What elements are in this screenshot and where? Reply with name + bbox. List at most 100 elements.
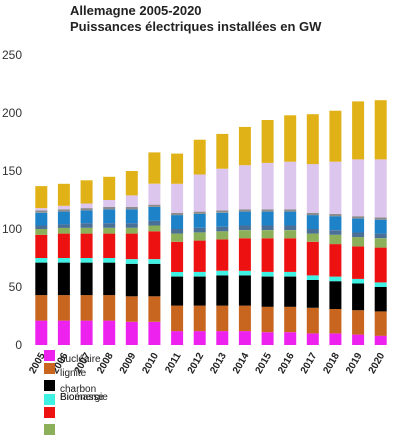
bar-segment-2012-0 [193,331,206,345]
bar-segment-2019-9 [352,159,365,217]
bar-segment-2020-2 [374,287,387,312]
bar-segment-2006-7 [57,211,70,225]
bar-segment-2010-3 [148,259,161,264]
bar-segment-2013-9 [216,168,229,211]
bar-segment-2005-1 [35,295,48,321]
bar-segment-2005-5 [35,229,48,235]
bar-segment-2020-9 [374,159,387,218]
bar-segment-2011-5 [171,233,184,242]
bar-segment-2019-4 [352,246,365,279]
bar-segment-2007-7 [80,210,93,224]
x-tick-label: 2017 [299,351,320,376]
bar-segment-2018-6 [329,230,342,235]
bar-segment-2011-0 [171,331,184,345]
bar-segment-2005-9 [35,208,48,211]
bar-segment-2014-2 [238,275,251,306]
bar-segment-2011-8 [171,212,184,216]
bar-segment-2016-6 [284,225,297,231]
bar-segment-2014-0 [238,331,251,345]
bar-segment-2007-1 [80,295,93,321]
bar-segment-2017-9 [306,164,319,213]
bar-segment-2008-10 [103,176,116,200]
bar-segment-2007-3 [80,258,93,263]
bar-segment-2008-3 [103,258,116,263]
bar-segment-2019-5 [352,237,365,247]
bar-segment-2012-5 [193,232,206,241]
bar-segment-2006-5 [57,227,70,234]
bar-segment-2019-0 [352,334,365,345]
bar-segment-2007-4 [80,233,93,258]
bar-segment-2015-2 [261,276,274,307]
bar-segment-2013-6 [216,226,229,232]
bar-segment-2016-4 [284,238,297,272]
bar-segment-2015-10 [261,120,274,163]
bar-segment-2012-6 [193,227,206,233]
bar-segment-2009-10 [125,171,138,196]
bar-segment-2016-10 [284,115,297,162]
legend-swatch [44,350,55,361]
bar-segment-2010-0 [148,321,161,345]
bar-segment-2007-5 [80,227,93,234]
bar-segment-2010-8 [148,204,161,207]
bar-segment-2007-0 [80,320,93,345]
bar-segment-2006-8 [57,209,70,212]
bar-segment-2019-3 [352,278,365,284]
bar-segment-2006-4 [57,233,70,258]
bar-segment-2015-5 [261,230,274,239]
bar-segment-2014-7 [238,211,251,226]
bar-segment-2005-2 [35,262,48,296]
legend-label: nucléaire [60,354,101,365]
y-tick-label: 100 [2,222,22,236]
bar-segment-2016-1 [284,306,297,333]
bar-segment-2009-7 [125,209,138,224]
bar-segment-2013-7 [216,212,229,227]
x-tick-label: 2018 [321,351,342,376]
bar-segment-2016-8 [284,209,297,212]
bar-segment-2018-7 [329,216,342,231]
bar-segment-2010-2 [148,263,161,297]
x-tick-label: 2019 [344,351,365,376]
x-tick-label: 2011 [163,351,184,376]
bar-segment-2005-10 [35,186,48,209]
bar-segment-2013-10 [216,133,229,169]
x-tick-label: 2013 [208,351,229,376]
x-tick-label: 2009 [118,351,139,376]
bar-segment-2020-6 [374,233,387,239]
bar-segment-2017-2 [306,280,319,308]
bar-segment-2016-9 [284,161,297,210]
bar-segment-2006-3 [57,258,70,263]
legend-label: charbon [60,384,96,395]
bar-segment-2010-1 [148,296,161,322]
bar-segment-2018-4 [329,244,342,277]
bar-segment-2019-1 [352,310,365,335]
bar-segment-2019-6 [352,232,365,238]
bar-segment-2019-2 [352,283,365,311]
x-tick-label: 2014 [231,351,252,376]
bar-segment-2012-2 [193,276,206,306]
bar-segment-2014-9 [238,165,251,210]
bar-segment-2006-0 [57,320,70,345]
bar-segment-2011-4 [171,241,184,272]
y-tick-label: 50 [9,280,23,294]
bar-segment-2014-3 [238,270,251,276]
bar-segment-2014-6 [238,225,251,231]
bar-segment-2005-4 [35,234,48,258]
bar-segment-2013-2 [216,275,229,306]
bar-segment-2012-10 [193,139,206,175]
bar-segment-2015-3 [261,271,274,277]
bar-segment-2019-10 [352,101,365,160]
bar-segment-2008-8 [103,207,116,210]
bar-segment-2017-0 [306,333,319,345]
bar-segment-2014-1 [238,305,251,332]
bar-segment-2013-5 [216,231,229,240]
bar-segment-2011-3 [171,271,184,277]
bar-segment-2011-2 [171,276,184,306]
bar-segment-2013-1 [216,305,229,332]
bar-segment-2009-6 [125,223,138,228]
bar-segment-2010-6 [148,220,161,226]
bar-segment-2007-2 [80,262,93,296]
bar-segment-2010-9 [148,183,161,205]
bar-segment-2017-5 [306,233,319,242]
bar-segment-2018-3 [329,276,342,282]
y-tick-label: 0 [15,338,22,352]
